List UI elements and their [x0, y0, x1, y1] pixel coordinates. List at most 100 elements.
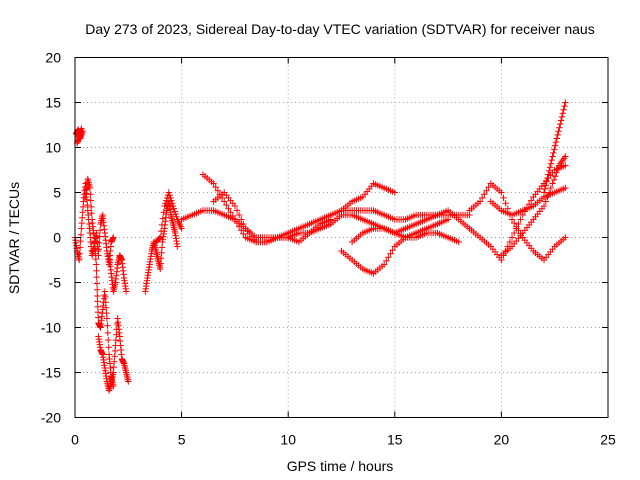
data-point — [110, 363, 118, 371]
data-point — [543, 178, 550, 185]
data-point — [389, 246, 396, 254]
data-point — [483, 187, 490, 194]
data-point — [94, 292, 101, 300]
x-tick-label: 25 — [600, 432, 616, 448]
data-point — [552, 138, 560, 146]
y-axis-label: SDTVAR / TECUs — [6, 182, 22, 294]
data-point — [210, 180, 217, 187]
y-tick-label: 15 — [45, 95, 61, 111]
data-point — [167, 194, 174, 202]
data-point — [553, 169, 560, 176]
data-point — [380, 261, 388, 268]
data-point — [562, 184, 569, 192]
data-point — [93, 267, 100, 274]
data-point — [555, 128, 562, 135]
data-point — [455, 238, 462, 246]
data-point — [560, 106, 567, 113]
plot-frame — [74, 57, 609, 418]
data-point — [212, 183, 219, 191]
data-point — [122, 288, 130, 295]
data-point — [111, 358, 118, 365]
data-point — [545, 171, 552, 178]
data-point — [158, 249, 165, 256]
data-point — [551, 142, 559, 149]
data-point — [102, 304, 110, 311]
data-point — [90, 234, 98, 241]
data-point — [562, 162, 569, 169]
data-point — [110, 369, 117, 376]
y-tick-label: -20 — [41, 410, 61, 426]
data-point — [78, 219, 86, 227]
data-point — [93, 280, 101, 287]
data-point — [233, 219, 241, 227]
x-tick-label: 0 — [71, 432, 79, 448]
data-point — [548, 156, 555, 164]
data-point — [93, 273, 100, 281]
data-point — [479, 194, 486, 202]
data-point — [558, 113, 566, 121]
data-point — [102, 299, 109, 306]
data-point — [94, 298, 101, 305]
data-point — [554, 131, 561, 139]
data-point — [557, 120, 564, 128]
data-point — [559, 110, 567, 117]
data-point — [178, 225, 185, 232]
data-point — [510, 229, 518, 237]
data-point — [235, 211, 243, 219]
data-point — [500, 194, 507, 202]
data-point — [221, 198, 228, 205]
data-point — [562, 99, 569, 106]
data-point — [510, 219, 518, 227]
data-point — [513, 225, 520, 232]
data-point — [165, 189, 173, 196]
data-point — [174, 243, 181, 250]
data-point — [125, 378, 132, 385]
data-point — [391, 189, 398, 196]
data-point — [485, 183, 492, 191]
data-point — [166, 192, 173, 199]
data-point — [385, 254, 392, 261]
data-point — [557, 117, 565, 124]
data-point — [506, 238, 514, 246]
data-point — [556, 124, 563, 131]
y-tick-label: 10 — [45, 140, 61, 156]
data-point — [517, 216, 524, 223]
data-point — [544, 193, 551, 201]
data-point — [79, 214, 86, 221]
data-point — [229, 212, 236, 220]
data-point — [112, 336, 120, 344]
x-tick-label: 20 — [494, 432, 510, 448]
data-point — [444, 216, 452, 223]
data-point — [157, 228, 165, 235]
data-point — [77, 237, 84, 245]
data-point — [481, 191, 488, 198]
data-point — [551, 146, 558, 153]
data-point — [541, 185, 549, 193]
x-tick-label: 10 — [280, 432, 296, 448]
data-point — [78, 125, 85, 132]
chart-title: Day 273 of 2023, Sidereal Day-to-day VTE… — [85, 21, 594, 37]
axis-ticks: 0 5 10 15 20 25 -20 -15 -10 -5 0 5 10 15 20 — [41, 50, 616, 448]
data-point — [88, 210, 95, 217]
data-point — [547, 184, 555, 192]
data-point — [528, 197, 535, 204]
data-point — [104, 322, 111, 329]
data-point — [169, 200, 176, 207]
data-point — [91, 239, 98, 247]
data-point — [550, 149, 557, 157]
data-point — [562, 153, 569, 160]
data-point — [76, 244, 84, 251]
data-point — [156, 235, 163, 242]
data-point — [225, 205, 232, 212]
data-point — [508, 234, 516, 241]
data-point — [547, 160, 555, 167]
data-point — [158, 244, 166, 251]
data-point — [549, 180, 556, 187]
data-point — [171, 208, 178, 215]
y-tick-label: -5 — [49, 275, 62, 291]
data-point — [95, 246, 103, 253]
data-point — [554, 165, 561, 173]
data-point — [240, 220, 247, 228]
data-point — [76, 256, 83, 264]
